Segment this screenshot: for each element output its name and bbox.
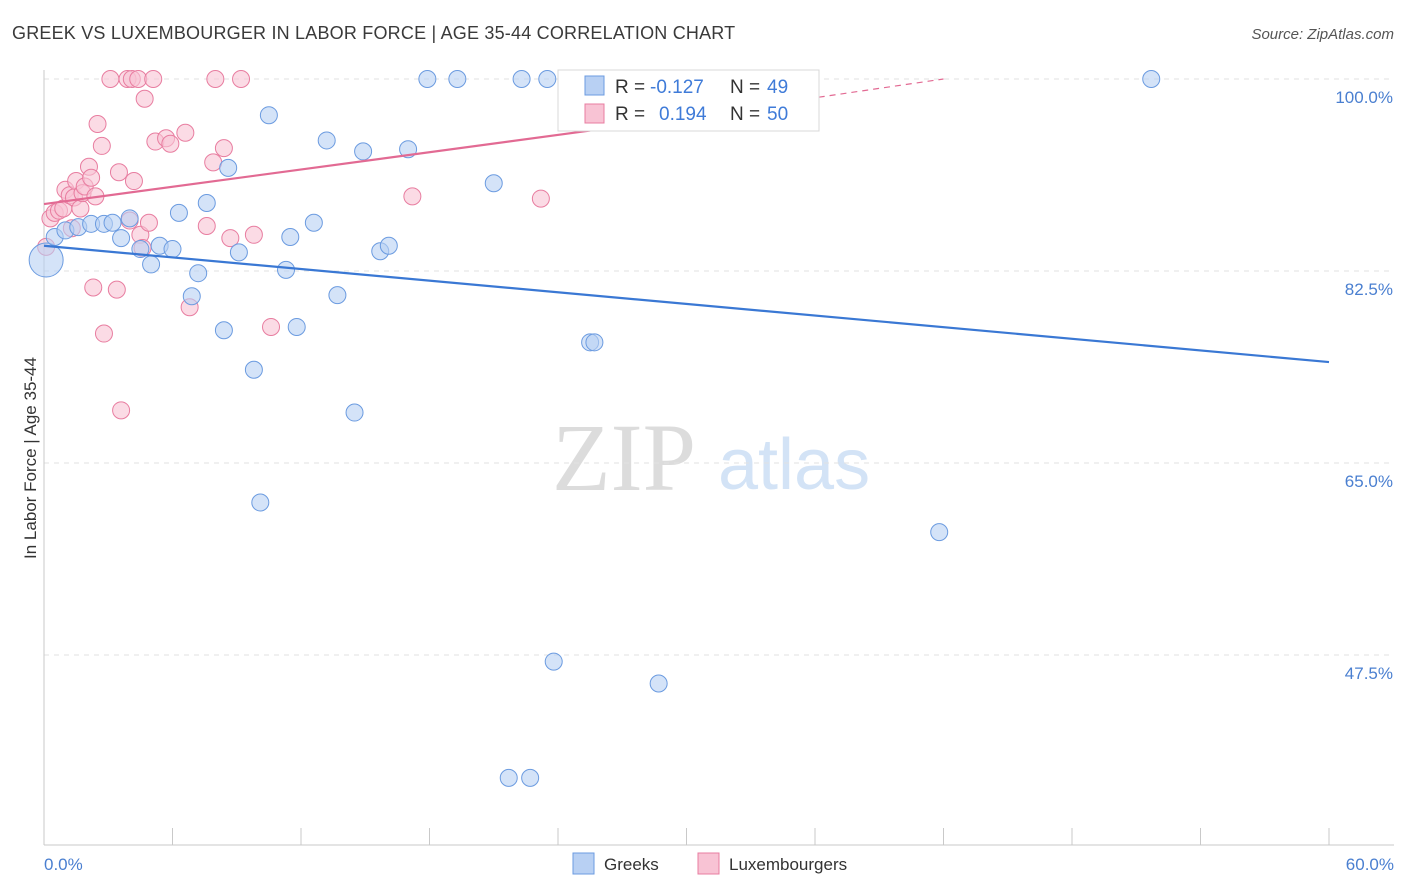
- x-axis-ticks: [43, 828, 1330, 845]
- x-tick-label-max: 60.0%: [1346, 855, 1394, 874]
- y-tick-label: 65.0%: [1345, 472, 1393, 491]
- luxembourger-point: [197, 217, 216, 236]
- greek-point: [277, 260, 296, 279]
- y-tick-labels: 100.0% 82.5% 65.0% 47.5%: [1335, 88, 1393, 683]
- greek-point: [219, 158, 238, 177]
- greek-point: [259, 106, 278, 125]
- y-tick-label: 82.5%: [1345, 280, 1393, 299]
- greek-point: [142, 255, 161, 274]
- luxembourger-point: [112, 401, 131, 420]
- luxembourger-point: [92, 136, 111, 155]
- luxembourger-point: [531, 189, 550, 208]
- greek-point: [418, 70, 437, 88]
- greek-point: [244, 360, 263, 379]
- luxembourger-point: [88, 114, 107, 133]
- luxembourger-point: [262, 317, 281, 336]
- greek-point: [512, 70, 531, 88]
- legend-swatch-luxembourgers: [697, 852, 720, 875]
- trend-line-greeks: [43, 244, 1330, 364]
- stats-r-label-greeks: R =: [615, 77, 645, 98]
- luxembourger-point: [124, 172, 143, 191]
- y-axis-label: In Labor Force | Age 35-44: [21, 357, 40, 559]
- legend-swatch-greeks: [572, 852, 595, 875]
- series-greeks: [28, 70, 1161, 787]
- watermark-zip: ZIP: [552, 404, 696, 511]
- luxembourger-point: [84, 278, 103, 297]
- stats-n-value-greeks: 49: [767, 77, 788, 98]
- greek-point: [182, 287, 201, 306]
- greek-point: [112, 229, 131, 248]
- luxembourger-point: [71, 199, 90, 218]
- bottom-legend: Greeks Luxembourgers: [572, 852, 847, 875]
- greek-point: [281, 227, 300, 246]
- greek-point: [521, 768, 540, 787]
- luxembourger-point: [403, 187, 422, 206]
- greek-point: [163, 240, 182, 259]
- luxembourger-point: [139, 213, 158, 232]
- greek-point: [251, 493, 270, 512]
- stats-swatch-luxembourgers: [584, 103, 605, 124]
- greek-point: [120, 209, 139, 228]
- luxembourger-point: [161, 134, 180, 153]
- luxembourger-point: [206, 70, 225, 88]
- stats-n-label-greeks: N =: [730, 77, 760, 98]
- stats-r-value-luxembourgers: 0.194: [659, 104, 707, 125]
- luxembourger-point: [144, 70, 163, 88]
- watermark: ZIP atlas: [552, 404, 870, 511]
- stats-r-value-greeks: -0.127: [650, 77, 704, 98]
- luxembourger-point: [176, 123, 195, 142]
- greek-point: [585, 333, 604, 352]
- luxembourger-point: [82, 168, 101, 187]
- legend-label-luxembourgers: Luxembourgers: [729, 855, 847, 874]
- greek-point: [287, 317, 306, 336]
- greek-point: [345, 403, 364, 422]
- luxembourger-point: [214, 139, 233, 158]
- greek-point: [544, 652, 563, 671]
- stats-n-value-luxembourgers: 50: [767, 104, 788, 125]
- greek-point: [169, 203, 188, 222]
- series-luxembourgers: [37, 70, 595, 420]
- luxembourger-point: [129, 70, 148, 88]
- greek-point: [229, 243, 248, 262]
- greek-point: [317, 131, 336, 150]
- greek-point: [28, 242, 64, 278]
- trend-line-luxembourgers: [43, 129, 591, 206]
- greek-point: [304, 213, 323, 232]
- luxembourger-point: [94, 324, 113, 343]
- greek-point: [214, 321, 233, 340]
- luxembourger-point: [244, 225, 263, 244]
- greek-point: [379, 236, 398, 255]
- stats-swatch-greeks: [584, 75, 605, 96]
- luxembourger-point: [107, 280, 126, 299]
- greek-point: [197, 193, 216, 212]
- x-tick-label-min: 0.0%: [44, 855, 83, 874]
- greek-point: [499, 768, 518, 787]
- greek-point: [103, 213, 122, 232]
- greek-point: [1142, 70, 1161, 88]
- legend-label-greeks: Greeks: [604, 855, 659, 874]
- greek-point: [538, 70, 557, 88]
- greek-point: [189, 264, 208, 283]
- luxembourger-point: [232, 70, 251, 88]
- chart-title: GREEK VS LUXEMBOURGER IN LABOR FORCE | A…: [12, 23, 735, 43]
- luxembourger-point: [109, 163, 128, 182]
- greek-point: [930, 523, 949, 542]
- greek-point: [328, 286, 347, 305]
- chart-source: Source: ZipAtlas.com: [1251, 26, 1394, 43]
- greek-point: [354, 142, 373, 161]
- y-tick-label: 47.5%: [1345, 664, 1393, 683]
- luxembourger-point: [135, 89, 154, 108]
- luxembourger-point: [101, 70, 120, 88]
- luxembourger-point: [204, 153, 223, 172]
- greek-point: [484, 174, 503, 193]
- y-tick-label: 100.0%: [1335, 88, 1393, 107]
- greek-point: [649, 674, 668, 693]
- luxembourger-point: [221, 229, 240, 248]
- greek-point: [448, 70, 467, 88]
- stats-box: R = -0.127 N = 49 R = 0.194 N = 50: [557, 69, 820, 132]
- stats-r-label-luxembourgers: R =: [615, 104, 645, 125]
- stats-n-label-luxembourgers: N =: [730, 104, 760, 125]
- watermark-atlas: atlas: [718, 425, 870, 505]
